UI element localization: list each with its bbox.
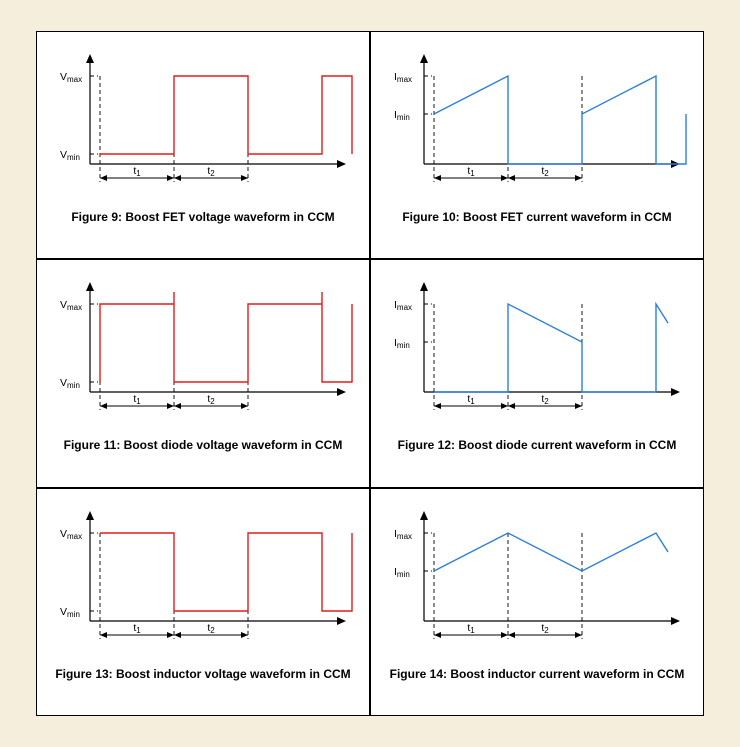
svg-text:t2: t2	[207, 165, 215, 178]
svg-text:Vmax: Vmax	[60, 299, 82, 312]
svg-text:Imin: Imin	[394, 566, 410, 579]
waveform-trace	[100, 292, 352, 382]
waveform-plot: Vmax Vmin t1 t2	[44, 264, 362, 434]
svg-text:Imax: Imax	[394, 299, 412, 312]
svg-text:Imax: Imax	[394, 528, 412, 541]
svg-text:t1: t1	[467, 393, 475, 406]
waveform-plot: Vmax Vmin t1 t2	[44, 36, 362, 206]
figure-caption: Figure 13: Boost inductor voltage wavefo…	[49, 663, 356, 684]
waveform-plot: Imax Imin t1 t2	[378, 493, 696, 663]
waveform-plot: Imax Imin t1 t2	[378, 264, 696, 434]
svg-text:Vmax: Vmax	[60, 71, 82, 84]
figure-cell: Imax Imin t1 t2 Figure 14: Boost inducto…	[370, 488, 704, 716]
figure-cell: Imax Imin t1 t2 Figure 10: Boost FET cur…	[370, 31, 704, 259]
svg-text:t2: t2	[207, 622, 215, 635]
page-background: Vmax Vmin t1 t2 Figure 9: Boost FET volt…	[0, 0, 740, 747]
figure-caption: Figure 14: Boost inductor current wavefo…	[384, 663, 691, 684]
figure-cell: Vmax Vmin t1 t2 Figure 9: Boost FET volt…	[36, 31, 370, 259]
figure-cell: Vmax Vmin t1 t2 Figure 13: Boost inducto…	[36, 488, 370, 716]
svg-text:t1: t1	[467, 622, 475, 635]
svg-text:t1: t1	[467, 165, 475, 178]
waveform-trace	[434, 76, 686, 164]
figure-caption: Figure 11: Boost diode voltage waveform …	[58, 434, 349, 455]
waveform-plot: Vmax Vmin t1 t2	[44, 493, 362, 663]
waveform-plot: Imax Imin t1 t2	[378, 36, 696, 206]
svg-text:t1: t1	[133, 165, 141, 178]
figure-caption: Figure 12: Boost diode current waveform …	[392, 434, 683, 455]
waveform-trace	[100, 76, 352, 154]
svg-text:Vmax: Vmax	[60, 528, 82, 541]
figure-caption: Figure 9: Boost FET voltage waveform in …	[65, 206, 340, 227]
figure-cell: Imax Imin t1 t2 Figure 12: Boost diode c…	[370, 259, 704, 487]
svg-text:t1: t1	[133, 393, 141, 406]
svg-text:Vmin: Vmin	[60, 149, 80, 162]
figure-caption: Figure 10: Boost FET current waveform in…	[396, 206, 677, 227]
svg-text:t2: t2	[207, 393, 215, 406]
svg-text:t1: t1	[133, 622, 141, 635]
svg-text:t2: t2	[541, 165, 549, 178]
svg-text:Vmin: Vmin	[60, 606, 80, 619]
svg-text:t2: t2	[541, 622, 549, 635]
svg-text:Vmin: Vmin	[60, 377, 80, 390]
svg-text:Imin: Imin	[394, 109, 410, 122]
svg-text:Imax: Imax	[394, 71, 412, 84]
svg-text:Imin: Imin	[394, 337, 410, 350]
figure-grid: Vmax Vmin t1 t2 Figure 9: Boost FET volt…	[36, 31, 704, 716]
waveform-trace	[434, 533, 668, 571]
figure-cell: Vmax Vmin t1 t2 Figure 11: Boost diode v…	[36, 259, 370, 487]
waveform-trace	[434, 304, 668, 392]
svg-text:t2: t2	[541, 393, 549, 406]
waveform-trace	[100, 533, 352, 611]
